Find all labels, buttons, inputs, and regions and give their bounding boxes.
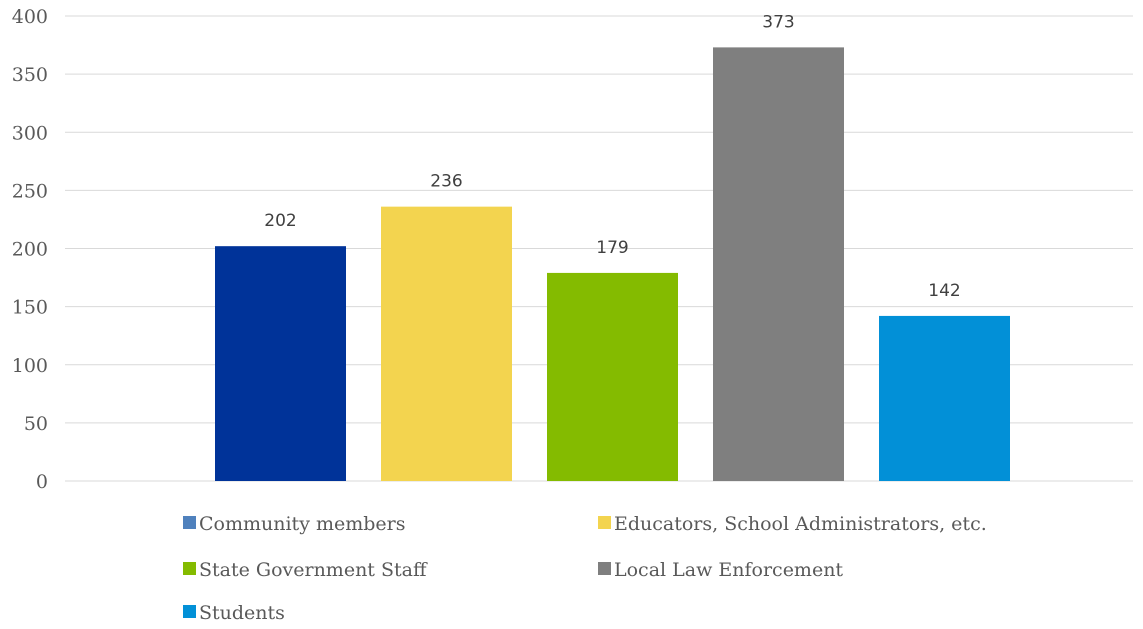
bar-state-government-staff	[547, 272, 678, 481]
bar-community-members	[215, 246, 346, 481]
bars	[215, 47, 1010, 481]
y-tick-label-150: 150	[12, 297, 48, 319]
y-tick-label-100: 100	[12, 355, 48, 377]
legend-label-students: Students	[199, 602, 285, 624]
data-label-state-government-staff: 179	[596, 238, 628, 258]
legend-label-state-government-staff: State Government Staff	[199, 559, 428, 581]
legend-label-local-law-enforcement: Local Law Enforcement	[614, 559, 843, 581]
legend-swatch-local-law-enforcement	[598, 562, 611, 575]
data-label-local-law-enforcement: 373	[762, 12, 794, 32]
legend-swatch-students	[183, 605, 196, 618]
legend: Community members Educators, School Admin…	[183, 513, 987, 624]
legend-label-community-members: Community members	[199, 513, 406, 535]
y-tick-label-300: 300	[12, 122, 48, 144]
y-tick-label-200: 200	[12, 239, 48, 261]
bar-educators-school-administrators-etc	[381, 206, 512, 481]
y-tick-label-350: 350	[12, 64, 48, 86]
legend-swatch-educators-school-administrators-etc	[598, 516, 611, 529]
legend-swatch-state-government-staff	[183, 562, 196, 575]
data-label-students: 142	[928, 281, 960, 301]
y-axis-ticks: 0 50 100 150 200 250 300 350 400	[12, 6, 48, 493]
y-tick-label-250: 250	[12, 180, 48, 202]
y-tick-label-400: 400	[12, 6, 48, 28]
y-tick-label-0: 0	[36, 471, 48, 493]
data-label-community-members: 202	[264, 211, 296, 231]
y-tick-label-50: 50	[24, 413, 48, 435]
data-label-educators-school-administrators-etc: 236	[430, 172, 462, 192]
legend-swatch-community-members	[183, 516, 196, 529]
bar-local-law-enforcement	[713, 47, 844, 481]
bar-students	[879, 315, 1010, 481]
data-labels: 202 236 179 373 142	[264, 12, 960, 301]
legend-label-educators-school-administrators-etc: Educators, School Administrators, etc.	[614, 513, 987, 535]
